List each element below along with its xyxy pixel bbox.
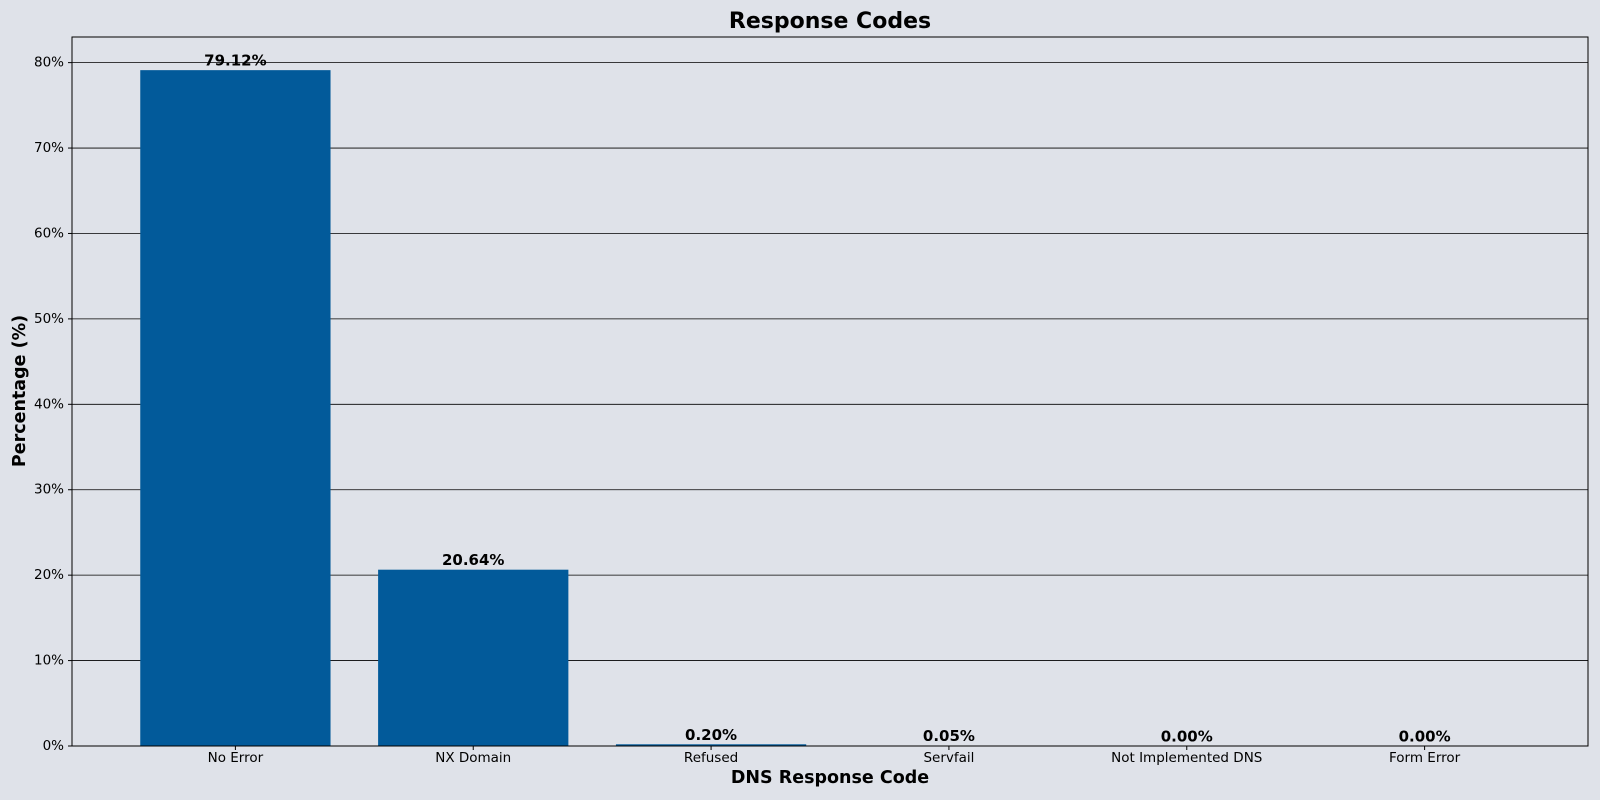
chart-title: Response Codes [729,9,931,34]
y-tick-label: 10% [34,653,64,669]
value-label: 20.64% [442,551,504,569]
value-label: 0.20% [685,726,737,744]
y-tick-label: 20% [34,567,64,583]
y-tick-label: 50% [34,311,64,327]
x-axis-title: DNS Response Code [731,768,929,788]
value-label: 0.00% [1399,728,1451,746]
plot-frame [71,36,1589,747]
y-tick-label: 70% [34,140,64,156]
value-label: 0.05% [923,727,975,745]
x-tick-label: Refused [684,750,738,766]
x-tick-label: NX Domain [435,750,511,766]
bar [615,744,807,746]
y-tick-label: 0% [43,738,65,754]
value-label: 0.00% [1161,728,1213,746]
y-axis-title: Percentage (%) [10,315,30,467]
y-tick-label: 60% [34,225,64,241]
x-tick-label: Form Error [1389,750,1461,766]
x-tick-label: No Error [208,750,264,766]
bar [140,70,331,746]
value-label: 79.12% [204,52,266,70]
y-tick-label: 80% [34,55,64,71]
x-tick-label: Servfail [923,750,974,766]
bar [378,569,569,746]
x-tick-label: Not Implemented DNS [1111,750,1262,766]
y-tick-label: 30% [34,482,64,498]
y-tick-label: 40% [34,396,64,412]
